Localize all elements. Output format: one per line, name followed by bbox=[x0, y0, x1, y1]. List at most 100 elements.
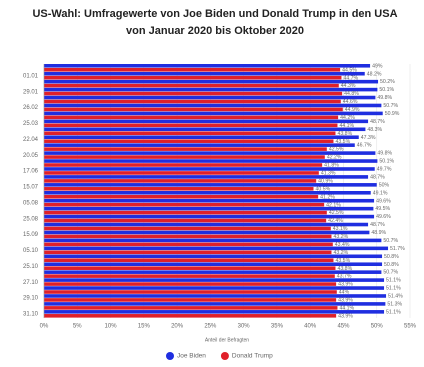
value-label: 44.1% bbox=[339, 123, 354, 129]
y-tick-label: 25.10 bbox=[23, 264, 39, 270]
y-tick-label: 17.06 bbox=[23, 169, 39, 175]
value-label: 49.8% bbox=[377, 95, 392, 101]
x-tick-label: 10% bbox=[105, 324, 118, 330]
value-label: 41.8% bbox=[324, 163, 339, 169]
value-label: 43.7% bbox=[337, 274, 352, 280]
bar bbox=[44, 254, 383, 259]
bar bbox=[44, 202, 325, 207]
value-label: 42.1% bbox=[326, 202, 341, 208]
value-label: 43.1% bbox=[333, 226, 348, 232]
bar bbox=[44, 75, 342, 80]
value-label: 41.2% bbox=[320, 194, 335, 200]
bar bbox=[44, 79, 379, 84]
value-label: 51.1% bbox=[386, 309, 401, 315]
bar bbox=[44, 67, 341, 72]
bar bbox=[44, 87, 378, 92]
value-label: 50.1% bbox=[379, 159, 394, 165]
bar bbox=[44, 266, 336, 270]
bar bbox=[44, 163, 323, 167]
bar bbox=[44, 194, 319, 199]
bar bbox=[44, 191, 371, 195]
value-label: 49.7% bbox=[377, 167, 392, 173]
y-tick-label: 15.09 bbox=[23, 232, 39, 238]
value-label: 50.7% bbox=[383, 238, 398, 244]
value-label: 48.7% bbox=[370, 174, 385, 180]
x-tick-label: 55% bbox=[404, 324, 417, 330]
bar bbox=[44, 147, 327, 151]
bar bbox=[44, 64, 371, 68]
value-label: 44.3% bbox=[341, 83, 356, 89]
legend-label: Donald Trump bbox=[232, 353, 273, 360]
bar bbox=[44, 131, 336, 136]
value-label: 42.5% bbox=[329, 147, 344, 153]
bar bbox=[44, 250, 332, 255]
value-label: 50.8% bbox=[384, 254, 399, 260]
x-tick-label: 20% bbox=[171, 324, 184, 330]
bar bbox=[44, 115, 339, 120]
value-label: 50% bbox=[379, 182, 390, 188]
bar bbox=[44, 159, 378, 163]
bar bbox=[44, 290, 337, 294]
value-label: 43.4% bbox=[335, 242, 350, 248]
x-tick-label: 40% bbox=[304, 324, 317, 330]
bar bbox=[44, 242, 333, 247]
bar bbox=[44, 258, 334, 263]
bar bbox=[44, 198, 375, 203]
value-label: 44% bbox=[339, 290, 350, 296]
bar bbox=[44, 270, 382, 274]
bar bbox=[44, 286, 385, 290]
bar bbox=[44, 214, 375, 219]
bar bbox=[44, 71, 365, 76]
x-axis-title: Anteil der Befragten bbox=[205, 337, 249, 343]
value-label: 42.5% bbox=[329, 210, 344, 216]
value-label: 50.7% bbox=[383, 103, 398, 109]
x-tick-label: 0% bbox=[40, 324, 49, 330]
y-tick-label: 22.04 bbox=[23, 137, 39, 143]
value-label: 46.7% bbox=[357, 143, 372, 149]
bar bbox=[44, 310, 385, 314]
value-label: 51.7% bbox=[390, 246, 405, 252]
y-tick-label: 26.02 bbox=[23, 105, 39, 111]
bar bbox=[44, 123, 338, 128]
value-label: 42.4% bbox=[328, 218, 343, 224]
value-label: 44.6% bbox=[343, 99, 358, 105]
value-label: 40.9% bbox=[318, 178, 333, 184]
x-tick-label: 45% bbox=[337, 324, 350, 330]
bar bbox=[44, 135, 359, 140]
y-tick-label: 15.07 bbox=[23, 185, 39, 191]
value-label: 51.3% bbox=[387, 301, 402, 307]
value-label: 48.7% bbox=[370, 222, 385, 228]
bar bbox=[44, 206, 374, 211]
bar bbox=[44, 282, 337, 286]
value-label: 44.1% bbox=[339, 305, 354, 311]
y-tick-label: 29.01 bbox=[23, 89, 39, 95]
value-label: 43.2% bbox=[333, 250, 348, 256]
value-label: 43.5% bbox=[335, 258, 350, 264]
y-tick-label: 29.10 bbox=[23, 296, 39, 302]
value-label: 43.9% bbox=[338, 298, 353, 304]
value-label: 44.5% bbox=[342, 67, 357, 73]
value-label: 44.9% bbox=[345, 107, 360, 113]
bar bbox=[44, 298, 337, 302]
value-label: 50.9% bbox=[385, 111, 400, 117]
bar bbox=[44, 262, 383, 267]
bar bbox=[44, 183, 377, 187]
bar bbox=[44, 99, 341, 104]
value-label: 43.9% bbox=[338, 282, 353, 288]
value-label: 49.8% bbox=[377, 151, 392, 157]
value-label: 44.2% bbox=[340, 115, 355, 121]
x-tick-label: 35% bbox=[271, 324, 284, 330]
value-label: 48.3% bbox=[367, 127, 382, 133]
bar bbox=[44, 274, 335, 278]
bar bbox=[44, 306, 338, 310]
y-tick-label: 31.10 bbox=[23, 312, 39, 318]
value-label: 48.2% bbox=[367, 71, 382, 77]
x-tick-label: 5% bbox=[73, 324, 82, 330]
x-tick-label: 30% bbox=[238, 324, 251, 330]
bar bbox=[44, 91, 343, 96]
y-tick-label: 25.03 bbox=[23, 121, 39, 127]
value-label: 43.8% bbox=[337, 266, 352, 272]
y-tick-label: 01.01 bbox=[23, 73, 39, 79]
value-label: 48.7% bbox=[370, 119, 385, 125]
